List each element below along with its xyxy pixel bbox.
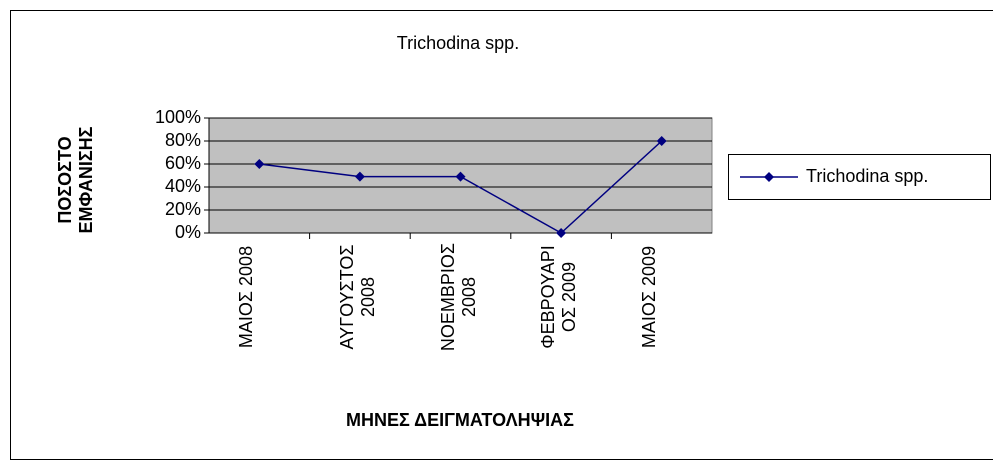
y-tick-label: 0% <box>175 222 201 242</box>
y-tick-label: 60% <box>165 153 201 173</box>
marker <box>455 171 466 182</box>
x-axis-title: ΜΗΝΕΣ ΔΕΙΓΜΑΤΟΛΗΨΙΑΣ <box>346 410 574 430</box>
x-tick-label: ΝΟΕΜΒΡΙΟΣ 2008 <box>437 242 479 352</box>
y-axis-title: ΠΟΣΟΣΤΟ ΕΜΦΑΝΙΣΗΣ <box>55 126 96 234</box>
marker <box>764 172 774 182</box>
y-tick-label: 20% <box>165 199 201 219</box>
y-tick-label: 40% <box>165 176 201 196</box>
chart-title: Trichodina spp. <box>397 33 519 53</box>
marker <box>656 136 667 146</box>
legend-label: Trichodina spp. <box>806 166 928 186</box>
y-tick-label: 100% <box>155 107 201 127</box>
x-tick-label: ΑΥΓΟΥΣΤΟΣ 2008 <box>336 244 378 350</box>
x-tick-label: ΜΑΙΟΣ 2009 <box>638 245 659 349</box>
x-tick-label: ΦΕΒΡΟΥΑΡΙΟΣ 2009 <box>538 245 580 349</box>
marker <box>556 228 567 238</box>
marker <box>254 159 265 169</box>
chart-border <box>10 10 993 460</box>
x-tick-label: ΜΑΙΟΣ 2008 <box>236 245 257 349</box>
y-tick-label: 80% <box>165 130 201 150</box>
marker <box>354 171 365 182</box>
